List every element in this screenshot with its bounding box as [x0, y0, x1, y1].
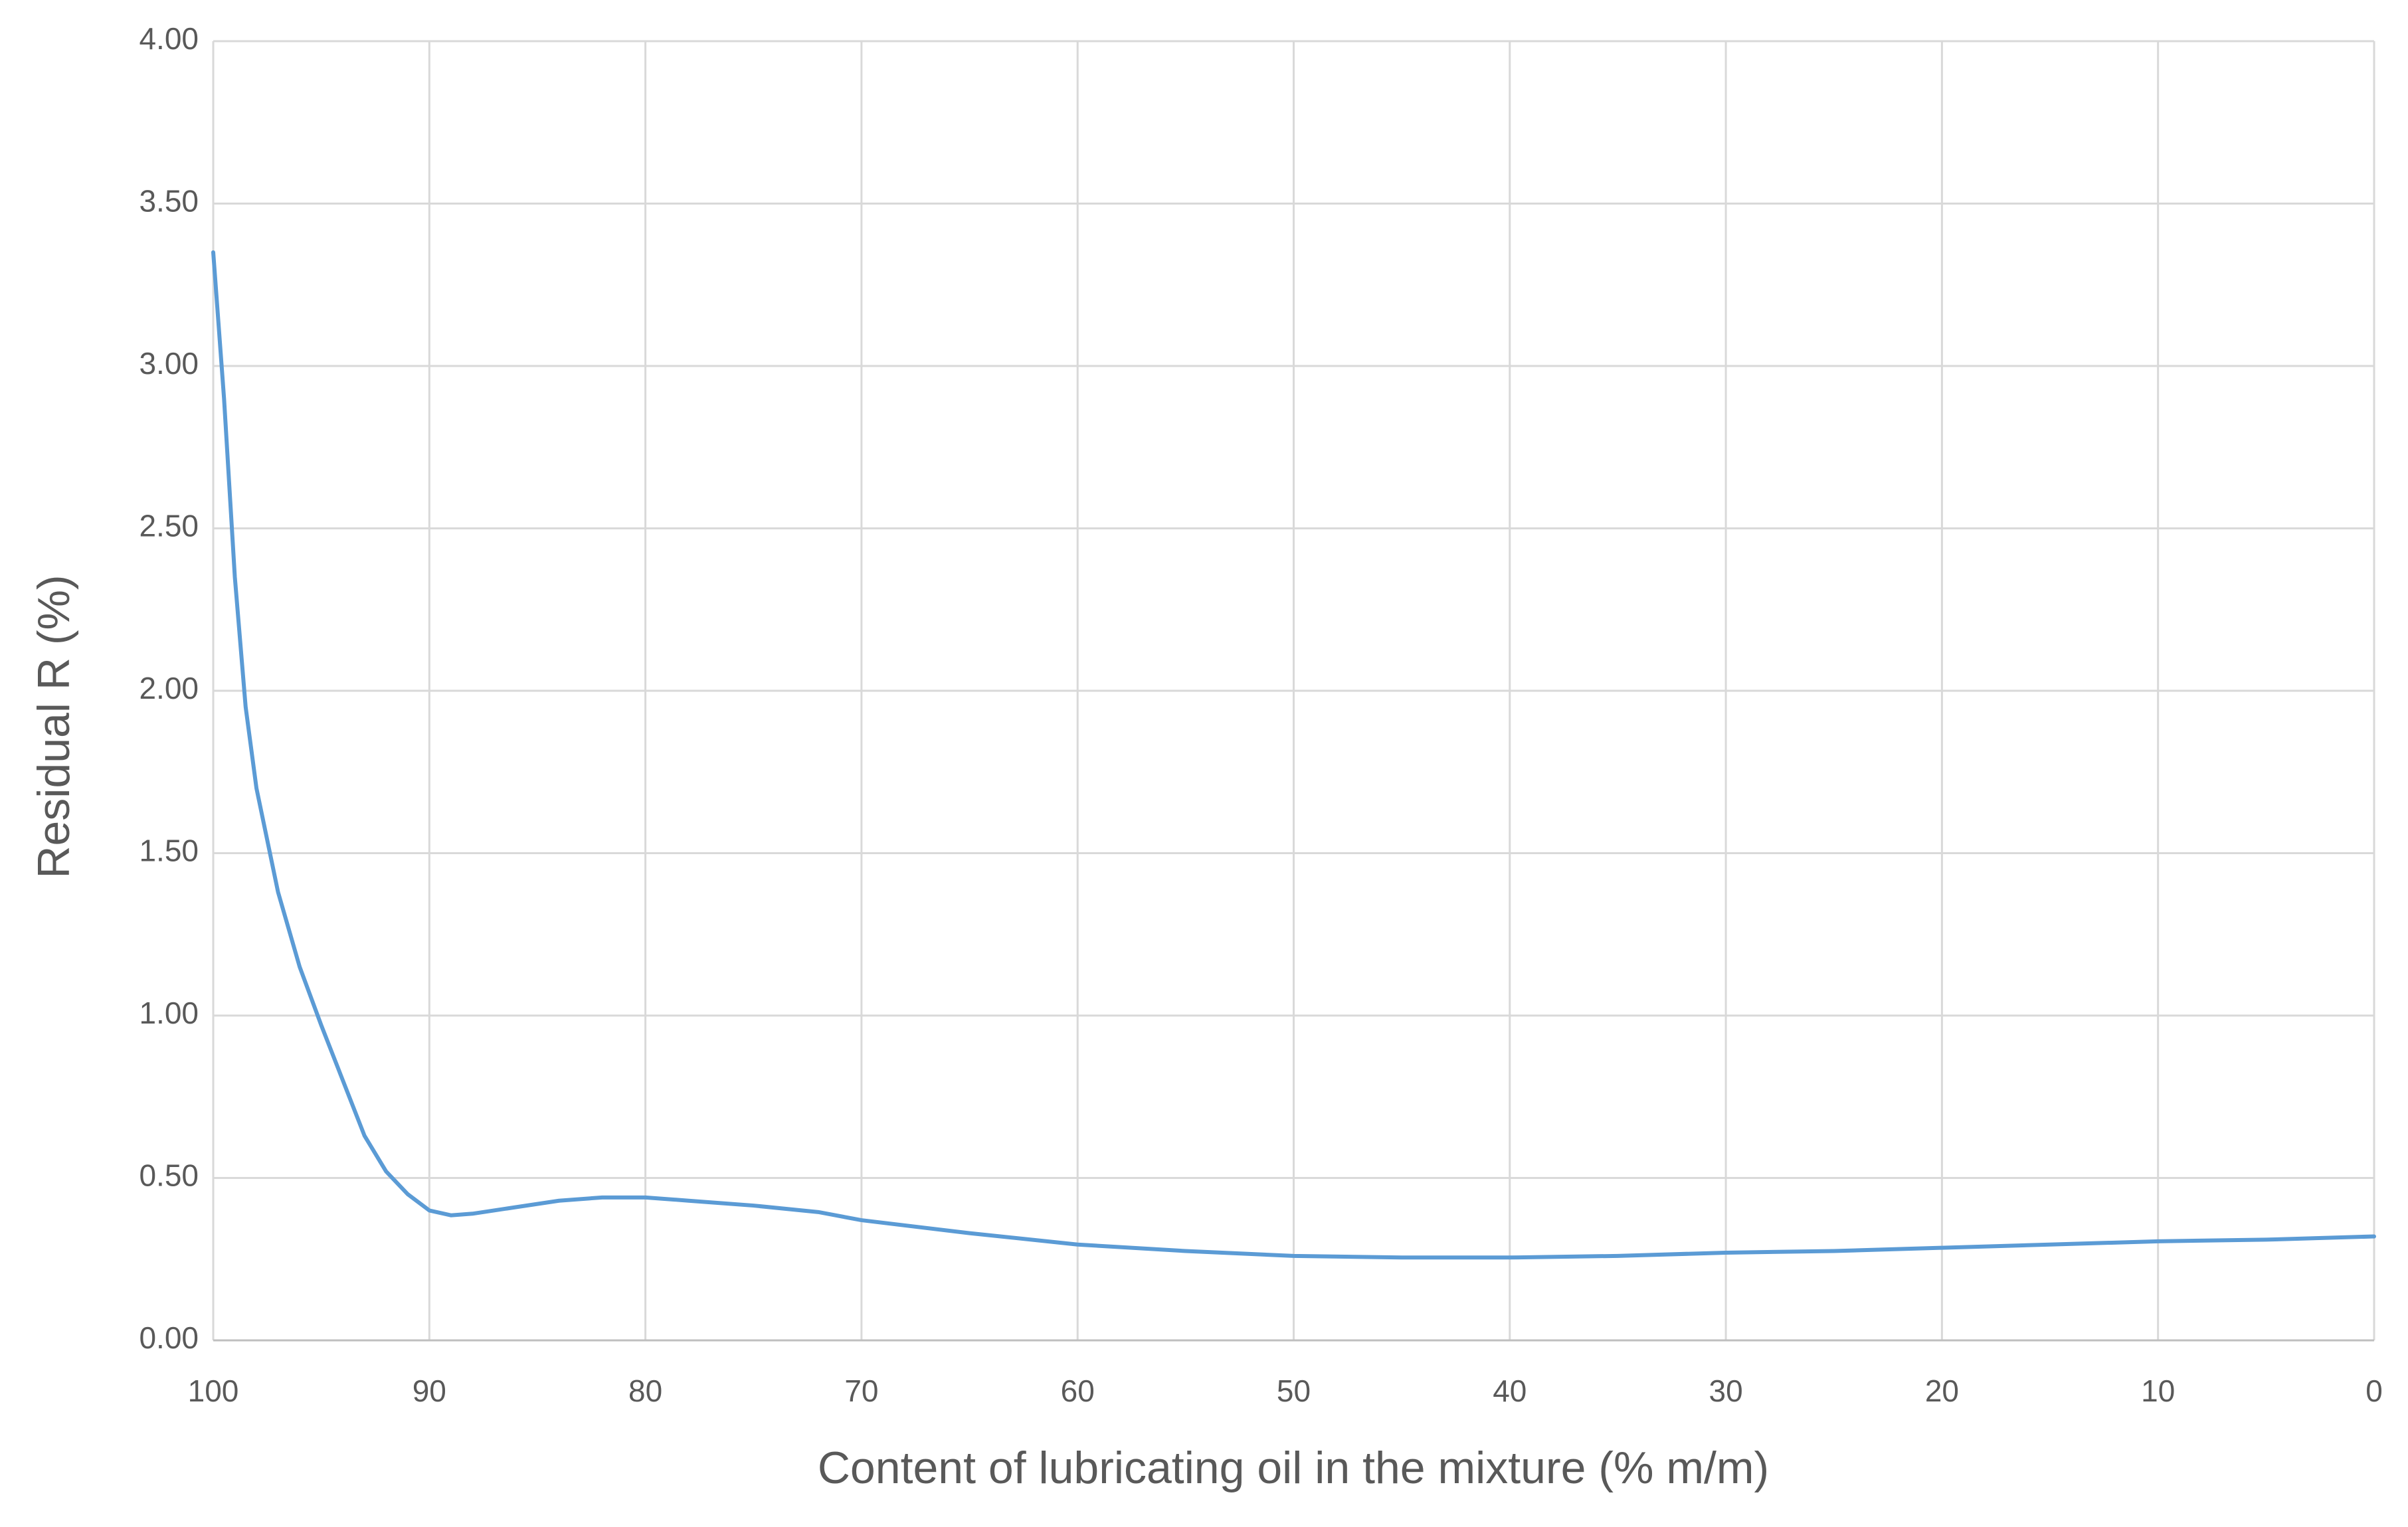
- y-tick-label: 2.50: [139, 509, 199, 543]
- x-tick-label: 40: [1493, 1374, 1527, 1408]
- x-tick-label: 20: [1925, 1374, 1959, 1408]
- y-tick-label: 0.50: [139, 1158, 199, 1193]
- y-tick-label: 1.50: [139, 834, 199, 868]
- x-tick-label: 10: [2141, 1374, 2175, 1408]
- x-tick-label: 100: [188, 1374, 239, 1408]
- x-tick-label: 60: [1061, 1374, 1095, 1408]
- y-tick-label: 3.50: [139, 184, 199, 219]
- x-tick-label: 70: [844, 1374, 878, 1408]
- x-tick-label: 50: [1277, 1374, 1311, 1408]
- y-tick-label: 1.00: [139, 996, 199, 1030]
- x-tick-label: 0: [2365, 1374, 2383, 1408]
- x-tick-label: 80: [628, 1374, 662, 1408]
- x-axis-title: Content of lubricating oil in the mixtur…: [818, 1443, 1769, 1493]
- y-tick-label: 2.00: [139, 671, 199, 705]
- x-tick-label: 30: [1709, 1374, 1743, 1408]
- x-tick-label: 90: [413, 1374, 446, 1408]
- line-series: [211, 250, 2376, 1260]
- y-axis-title: Residual R (%): [29, 575, 79, 878]
- y-tick-label: 3.00: [139, 346, 199, 381]
- y-tick-label: 0.00: [139, 1320, 199, 1355]
- y-tick-label: 4.00: [139, 21, 199, 56]
